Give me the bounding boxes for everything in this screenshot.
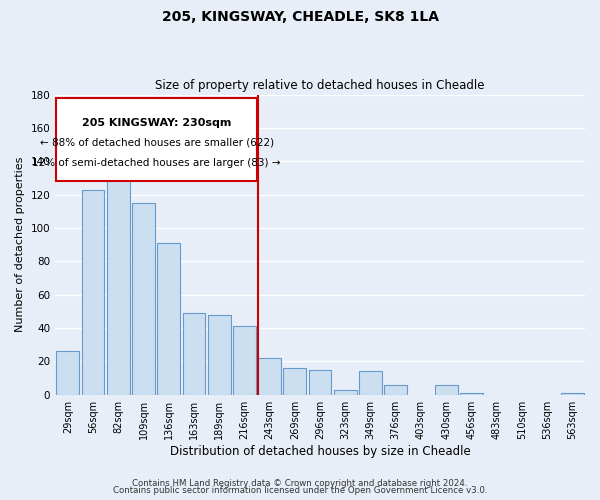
Y-axis label: Number of detached properties: Number of detached properties: [15, 157, 25, 332]
Bar: [435, 385, 458, 395]
Bar: [334, 390, 356, 395]
Text: ← 88% of detached houses are smaller (622): ← 88% of detached houses are smaller (62…: [40, 138, 274, 148]
Text: 205 KINGSWAY: 230sqm: 205 KINGSWAY: 230sqm: [82, 118, 232, 128]
Bar: [182, 313, 205, 395]
Bar: [309, 370, 331, 395]
Bar: [460, 393, 483, 395]
Bar: [107, 146, 130, 395]
FancyBboxPatch shape: [56, 98, 257, 182]
Text: 205, KINGSWAY, CHEADLE, SK8 1LA: 205, KINGSWAY, CHEADLE, SK8 1LA: [161, 10, 439, 24]
Bar: [157, 243, 180, 395]
Bar: [233, 326, 256, 395]
Text: Contains HM Land Registry data © Crown copyright and database right 2024.: Contains HM Land Registry data © Crown c…: [132, 478, 468, 488]
Bar: [359, 372, 382, 395]
Bar: [561, 393, 584, 395]
Bar: [283, 368, 306, 395]
Bar: [258, 358, 281, 395]
Bar: [132, 203, 155, 395]
Bar: [208, 315, 230, 395]
Bar: [385, 385, 407, 395]
Bar: [82, 190, 104, 395]
X-axis label: Distribution of detached houses by size in Cheadle: Distribution of detached houses by size …: [170, 444, 470, 458]
Text: Contains public sector information licensed under the Open Government Licence v3: Contains public sector information licen…: [113, 486, 487, 495]
Bar: [56, 352, 79, 395]
Title: Size of property relative to detached houses in Cheadle: Size of property relative to detached ho…: [155, 79, 485, 92]
Text: 12% of semi-detached houses are larger (83) →: 12% of semi-detached houses are larger (…: [32, 158, 281, 168]
